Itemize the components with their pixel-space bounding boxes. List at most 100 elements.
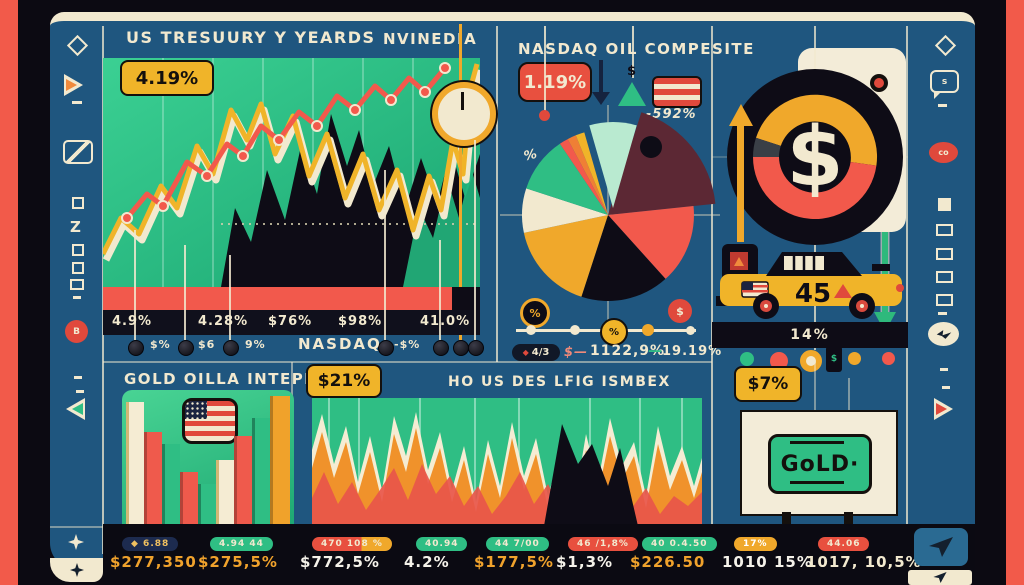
record-dot-icon[interactable]: B [65,320,88,343]
ticker-item: 44.06 1017, 10,5% [806,537,922,571]
square-icon[interactable] [72,262,84,274]
chat-bubble-tail [934,92,941,99]
slider-knob[interactable] [686,326,695,335]
ticker-value: $277,350 [110,553,197,571]
dash-icon [73,296,81,299]
paper-plane-icon [929,537,953,557]
down-arrow-icon [592,92,610,105]
axis-label-2: $76% [268,314,313,329]
axis-label-1: 4.28% [198,314,249,329]
left-bottom-strip [50,558,103,582]
marker-ball [433,340,449,356]
star-cursor-icon[interactable] [68,534,84,550]
panel-nasdaq-title: NASDAQ OIL COMPESITE [518,40,755,58]
axis-label-4: 41.0% [420,314,471,329]
square-icon[interactable] [936,271,953,283]
marker-label-neg: -$% [394,338,421,351]
ticker-item: 46 /1,8% $1,3% [556,537,638,571]
pin-ball [539,110,550,121]
record-oval-icon[interactable]: co [929,142,958,163]
square-icon[interactable] [72,197,84,209]
bubble-label: s [941,76,948,87]
pct-circle-icon[interactable]: % [520,298,550,328]
hang-dot-coral [770,352,788,370]
ticker-pill: 4.94 44 [210,537,273,551]
ticker-pill: ◆ 6.88 [122,537,179,551]
left-bottom-divider [50,526,103,528]
housing-area-chart [312,398,702,526]
ticker-item: 17% 1010 15% [722,537,813,571]
stat-pill-label: 4/3 [531,347,550,358]
ticker-item: 4.94 44 $275,5% [198,537,278,571]
send-button[interactable] [914,528,968,566]
slider-knob[interactable] [570,325,580,335]
square-icon[interactable] [72,244,84,256]
ticker-bar [103,524,975,585]
marker-word-nasdaq: NASDAQ [298,335,382,353]
slider-knob-badge[interactable]: % [600,318,628,346]
stat-diamond-icon: ◆ [522,348,529,357]
ticker-item: 470 108 % $772,5% [300,537,392,571]
monitor-icon[interactable] [63,140,93,164]
target-dot-center [874,78,884,88]
stat-pill: ◆ 4/3 [512,344,560,361]
axis-label-3: $98% [338,314,383,329]
marker-string [184,245,186,340]
bar [162,444,180,526]
marker-string [134,230,136,340]
up-arrow-icon [729,104,753,126]
divider-panel1-2 [496,26,498,362]
bar [198,484,216,526]
dash-icon [74,376,82,379]
nasdaq-pie-chart [500,105,720,325]
stat-right: 19.19% [662,344,723,359]
bar [180,472,198,526]
square-icon[interactable] [936,294,953,306]
plaque-line-bottom [790,481,844,484]
panel-treasury-subtitle: NVINEDIA [383,30,478,48]
bar [126,402,144,526]
marker-ball [128,340,144,356]
square-icon[interactable] [936,248,953,260]
dash-icon [942,386,950,389]
star-cursor-dark-icon[interactable] [69,563,84,577]
marker-ball [378,340,394,356]
us-flag-icon [182,398,238,444]
strip-label: 14% [790,327,830,343]
paper-plane-small-icon [933,572,947,583]
hang-string [632,26,634,78]
up-arrow-shaft [737,126,744,242]
billboard-leg [782,512,791,526]
marker-ball [178,340,194,356]
square-icon[interactable] [936,224,953,236]
bar [270,396,290,526]
oval-label: co [938,148,949,157]
square-icon[interactable] [70,279,84,290]
ticker-value: $177,5% [474,553,554,571]
slider-knob[interactable] [526,325,536,335]
ticker-value: 1010 15% [722,553,813,571]
pin-string [544,26,546,112]
dollar-circle-icon[interactable]: $ [668,299,692,323]
z-mark-icon[interactable]: Z [70,218,81,236]
ticker-pill: 40 0.4.50 [642,537,717,551]
chat-bubble-icon[interactable]: s [930,70,959,93]
hang-dollar-label: $ [627,64,637,79]
play-right-inner [66,79,77,91]
slider-knob[interactable] [642,324,654,336]
gauge-string [459,24,462,340]
square-filled-icon[interactable] [938,198,951,211]
marker-label-2: 9% [245,338,266,351]
ticker-item: 40 0.4.50 $226.50 [630,537,717,571]
bird-oval-icon[interactable] [928,322,959,346]
right-red-strip [1006,0,1024,585]
ticker-pill: 470 108 % [312,537,392,551]
dash-icon [76,390,84,393]
marker-string [439,240,441,340]
treasury-line-chart [103,58,480,287]
ticker-item: ◆ 6.88 $277,350 [110,537,197,571]
divider-right-sidebar [906,26,908,524]
mini-pump-icon: $ [826,346,842,372]
dollar-symbol: $ [786,109,844,205]
